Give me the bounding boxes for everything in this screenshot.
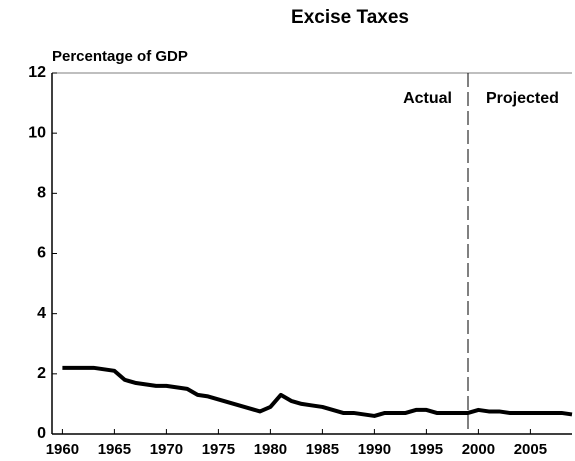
x-tick-label: 1990	[358, 441, 391, 458]
y-tick-label: 10	[28, 124, 46, 141]
x-tick-label: 1960	[46, 441, 79, 458]
x-tick-label: 1995	[410, 441, 443, 458]
annotation: Actual	[403, 90, 452, 107]
x-tick-label: 1975	[202, 441, 235, 458]
y-tick-label: 6	[37, 245, 46, 262]
annotation: Projected	[486, 90, 559, 107]
x-tick-label: 1970	[150, 441, 183, 458]
x-tick-label: 2000	[462, 441, 495, 458]
y-tick-label: 12	[28, 64, 46, 81]
y-tick-label: 2	[37, 365, 46, 382]
x-tick-label: 1980	[254, 441, 287, 458]
chart-title: Excise Taxes	[291, 7, 409, 28]
y-tick-label: 4	[37, 305, 46, 322]
x-tick-label: 2005	[514, 441, 547, 458]
data-line	[62, 365, 573, 418]
x-tick-label: 1965	[98, 441, 131, 458]
x-tick-label: 1985	[306, 441, 339, 458]
y-tick-label: 0	[37, 425, 46, 442]
y-tick-label: 8	[37, 185, 46, 202]
y-axis-label: Percentage of GDP	[52, 48, 188, 65]
